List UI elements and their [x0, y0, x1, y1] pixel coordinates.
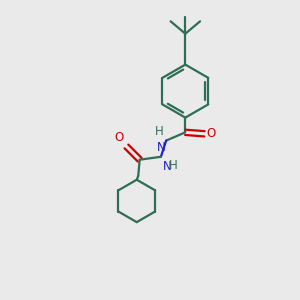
Text: N: N	[157, 141, 166, 154]
Text: O: O	[115, 131, 124, 144]
Text: N: N	[163, 160, 172, 173]
Text: O: O	[207, 127, 216, 140]
Text: H: H	[154, 124, 163, 138]
Text: H: H	[169, 159, 178, 172]
